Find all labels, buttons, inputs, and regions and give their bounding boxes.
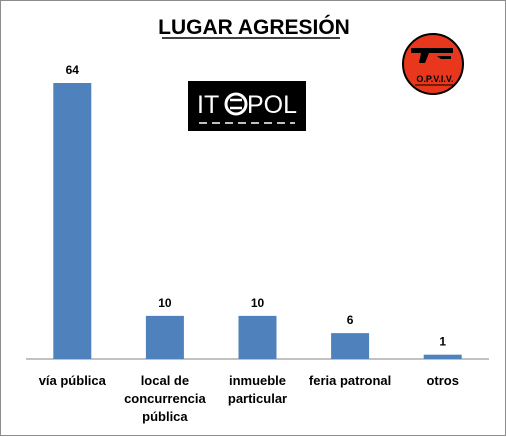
opviv-logo: O.P.V.I.V.: [402, 33, 464, 95]
data-label-5: 1: [439, 335, 446, 349]
data-label-4: 6: [347, 313, 354, 327]
data-label-1: 64: [66, 63, 80, 77]
data-label-2: 10: [158, 296, 172, 310]
bar-4: [331, 333, 370, 359]
svg-text:O.P.V.I.V.: O.P.V.I.V.: [416, 74, 453, 84]
category-label-4: feria patronal: [309, 373, 391, 388]
category-label-1: vía pública: [39, 373, 107, 388]
category-label-5: otros: [426, 373, 459, 388]
pistol-icon: [411, 48, 453, 63]
data-labels-group: 64 10 10 6 1: [66, 63, 447, 349]
category-label-3: inmueble particular: [228, 373, 287, 406]
category-labels-group: vía pública local de concurrencia pública in…: [39, 373, 459, 424]
bar-2: [145, 315, 184, 359]
data-label-3: 10: [251, 296, 265, 310]
chart-title: LUGAR AGRESIÓN: [158, 15, 350, 39]
category-label-2: local de concurrencia pública: [124, 373, 206, 424]
bars-group: [53, 83, 462, 359]
svg-text:IT: IT: [197, 91, 219, 119]
bar-5: [423, 354, 462, 359]
bar-3: [238, 315, 277, 359]
bar-1: [53, 83, 92, 359]
svg-text:POL: POL: [247, 91, 297, 119]
itepol-logo: IT POL: [188, 81, 306, 131]
